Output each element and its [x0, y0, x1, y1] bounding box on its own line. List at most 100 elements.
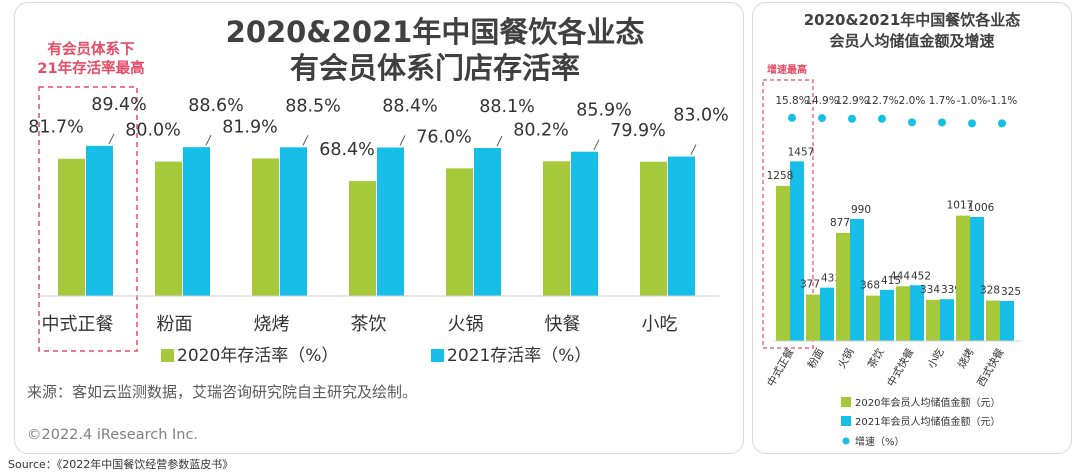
left-source-note: 来源：客如云监测数据，艾瑞咨询研究院自主研究及绘制。: [27, 383, 418, 401]
bar-2021-1: [183, 147, 210, 296]
growth-label-2: 12.9%: [835, 95, 868, 107]
value-2021-2: 990: [851, 204, 871, 216]
growth-label-4: 2.0%: [899, 95, 926, 107]
legend-swatch-2020: [841, 397, 851, 407]
growth-dot-1: [818, 114, 826, 123]
label-2020-2: 81.9%: [222, 117, 278, 137]
bar-2021-5: [940, 299, 954, 341]
page-source-footer: Source：《2022年中国餐饮经营参数蓝皮书》: [8, 458, 234, 471]
growth-dot-4: [908, 118, 916, 127]
bar-2021-2: [280, 147, 307, 296]
right-chart-title-line1: 2020&2021年中国餐饮各业态: [803, 11, 1021, 29]
label-leader-1: [205, 134, 212, 146]
growth-dot-2: [848, 114, 856, 123]
bar-2020-3: [349, 181, 376, 296]
left-copyright: ©2022.4 iResearch Inc.: [27, 427, 199, 443]
label-2020-5: 80.2%: [513, 120, 569, 140]
growth-label-0: 15.8%: [775, 95, 808, 107]
legend-swatch-2021: [841, 416, 851, 426]
category-label-0: 中式正餐: [764, 346, 797, 389]
value-2021-3: 415: [881, 275, 901, 287]
category-label-1: 粉面: [157, 314, 193, 335]
bar-2021-7: [1000, 300, 1014, 341]
category-label-3: 茶饮: [865, 346, 887, 371]
value-2020-2: 877: [830, 217, 850, 229]
right-chart-title-line2: 会员人均储值金额及增速: [829, 32, 995, 50]
right-chart-panel: 2020&2021年中国餐饮各业态 会员人均储值金额及增速 增速最高 1258 1…: [752, 2, 1072, 454]
right-callout: 增速最高: [767, 65, 807, 76]
category-label-6: 小吃: [642, 314, 678, 335]
category-label-7: 西式快餐: [974, 346, 1007, 389]
bar-2021-4: [910, 285, 924, 341]
left-callout-line1: 有会员体系下: [47, 42, 135, 58]
growth-dot-3: [878, 114, 886, 123]
label-2021-3: 88.4%: [382, 96, 438, 116]
bar-2020-6: [640, 161, 667, 296]
bar-2021-3: [377, 147, 404, 296]
label-2020-4: 76.0%: [416, 127, 472, 147]
growth-dot-0: [788, 113, 796, 122]
growth-dot-7: [998, 119, 1006, 128]
category-label-5: 小吃: [925, 346, 947, 371]
value-2021-7: 325: [1001, 286, 1021, 298]
label-2021-2: 88.5%: [285, 96, 341, 116]
growth-label-7: -1.1%: [987, 95, 1017, 107]
bar-2020-4: [896, 286, 910, 341]
label-2020-0: 81.7%: [28, 118, 84, 138]
label-2020-1: 80.0%: [125, 121, 181, 141]
bar-2021-6: [970, 216, 984, 341]
label-2021-6: 83.0%: [673, 106, 729, 126]
value-2020-5: 334: [920, 284, 940, 296]
label-2020-3: 68.4%: [319, 140, 375, 160]
category-label-6: 烧烤: [955, 346, 977, 371]
label-leader-4: [496, 135, 503, 147]
left-bar-chart: 81.7% 89.4% 中式正餐 80.0% 88.6% 粉面 81.9% 88.5% 烧烤 68…: [28, 86, 729, 366]
legend-marker-growth: [842, 437, 850, 445]
label-leader-2: [302, 135, 309, 146]
left-callout-line2: 21年存活率最高: [37, 61, 145, 77]
legend-label-2020: 2020年存活率（%）: [177, 346, 338, 366]
value-2021-6: 1006: [968, 202, 995, 214]
bar-2020-4: [446, 168, 473, 296]
bar-2021-0: [86, 145, 113, 296]
bar-2020-1: [155, 161, 182, 296]
category-label-2: 火锅: [836, 347, 857, 371]
bar-2021-4: [474, 147, 501, 296]
label-leader-3: [399, 135, 406, 146]
bar-2020-7: [986, 300, 1000, 341]
growth-label-3: 12.7%: [865, 95, 898, 107]
value-2020-3: 368: [860, 280, 880, 292]
legend-swatch-2021: [431, 349, 444, 362]
bar-2020-1: [806, 294, 820, 341]
bar-2020-5: [543, 161, 570, 296]
bar-2021-2: [850, 218, 864, 341]
legend-label-growth: 增速（%）: [855, 435, 905, 448]
value-2021-0: 1457: [788, 146, 815, 158]
left-chart-title-line1: 2020&2021年中国餐饮各业态: [225, 15, 645, 49]
value-2020-7: 328: [980, 285, 1000, 297]
bar-2020-0: [58, 158, 85, 296]
value-2021-4: 452: [911, 270, 931, 282]
value-2020-1: 377: [800, 279, 820, 291]
category-label-0: 中式正餐: [42, 314, 114, 335]
label-leader-0: [108, 133, 115, 145]
growth-label-6: -1.0%: [957, 95, 987, 107]
growth-label-5: 1.7%: [929, 95, 956, 107]
label-2021-5: 85.9%: [576, 101, 632, 121]
bar-2021-6: [668, 156, 695, 296]
growth-dot-6: [968, 119, 976, 128]
bar-2020-2: [836, 232, 850, 341]
bar-2021-0: [790, 161, 804, 341]
growth-dot-5: [938, 118, 946, 127]
category-label-1: 粉面: [805, 346, 827, 371]
left-chart-panel: 2020&2021年中国餐饮各业态 有会员体系门店存活率 有会员体系下 21年存…: [14, 2, 744, 454]
bar-2020-2: [252, 158, 279, 296]
growth-label-1: 14.9%: [805, 95, 838, 107]
bar-2020-3: [866, 295, 880, 341]
label-2021-0: 89.4%: [91, 95, 147, 115]
legend-label-2020: 2020年会员人均储值金额（元）: [855, 396, 1000, 409]
value-2020-0: 1258: [767, 170, 794, 182]
legend-label-2021: 2021存活率（%）: [447, 346, 591, 366]
category-label-3: 茶饮: [351, 314, 387, 335]
